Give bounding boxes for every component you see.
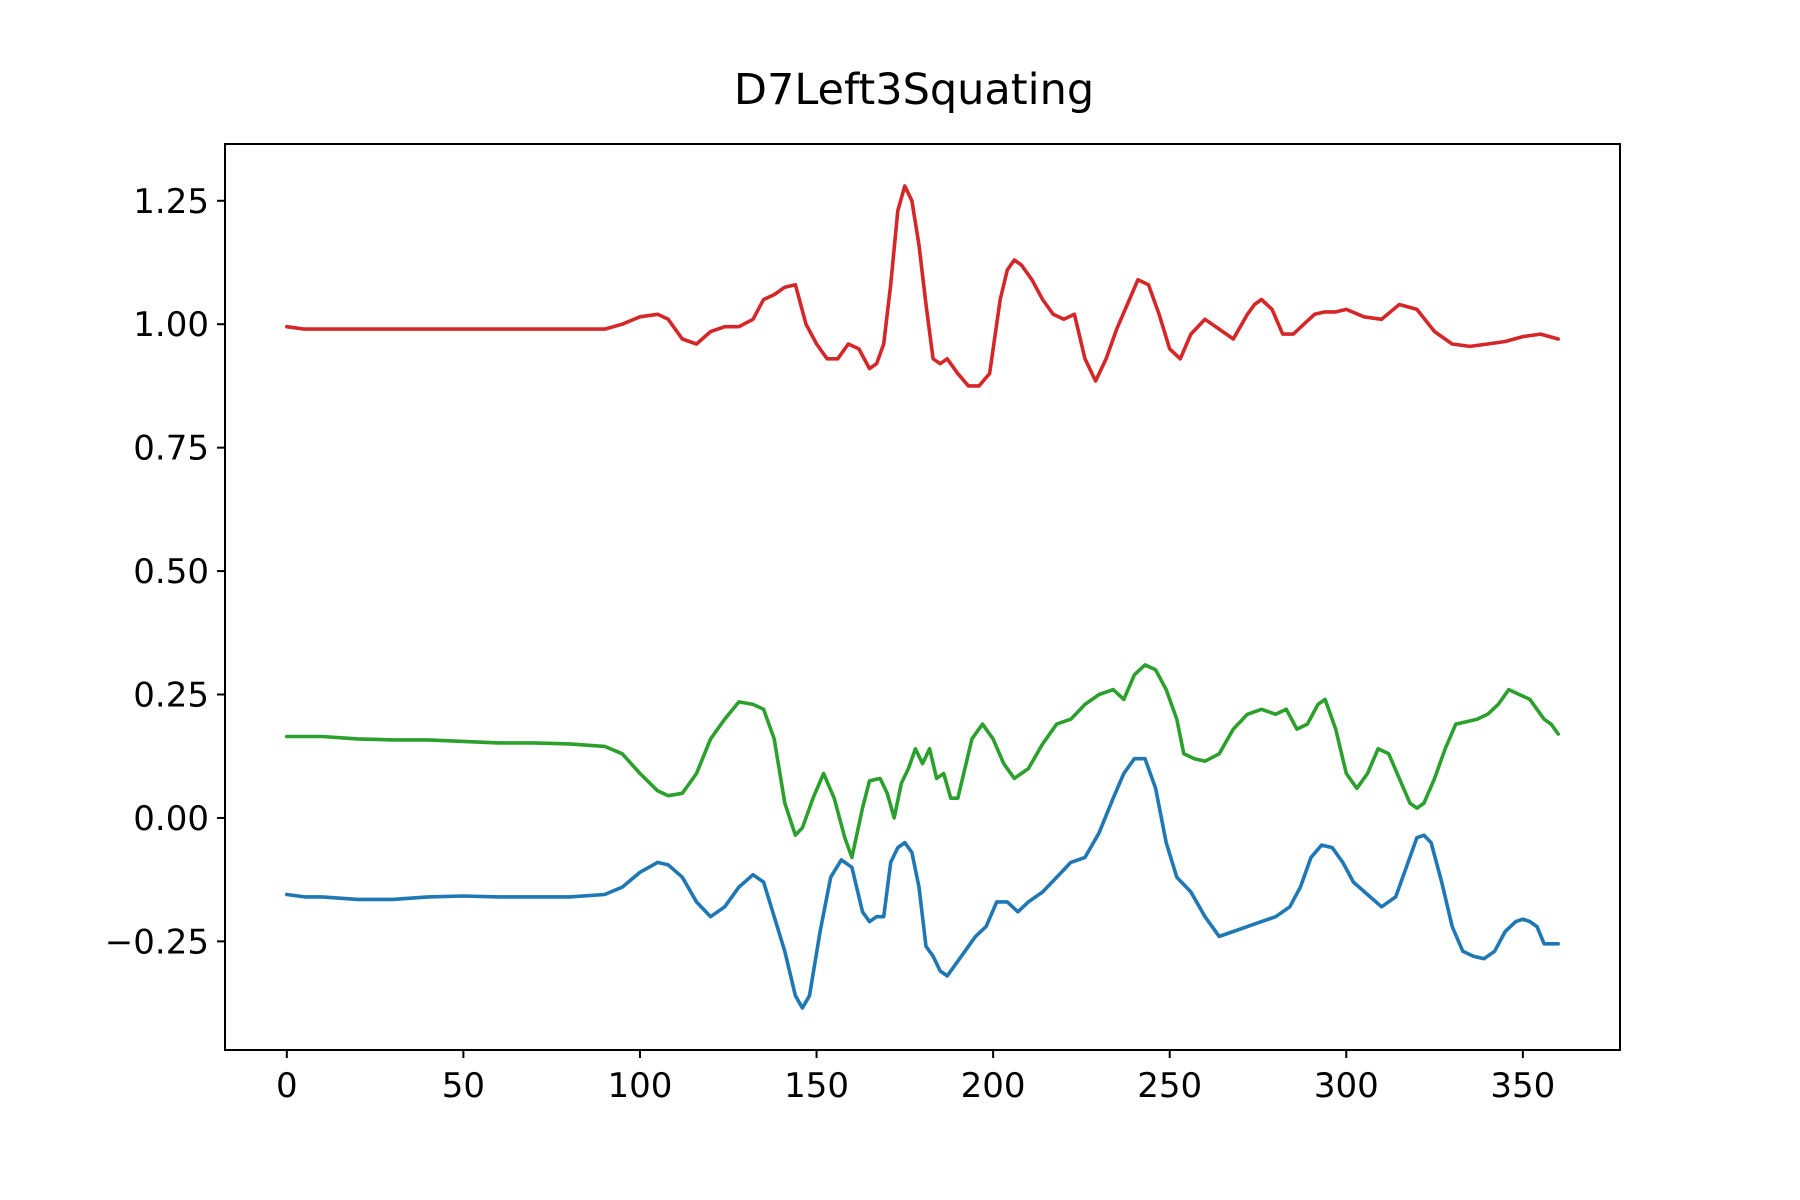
x-tick-label: 100	[608, 1066, 673, 1106]
plot-area-frame	[224, 143, 1621, 1051]
y-tick-label: 1.00	[133, 305, 209, 345]
y-tick-label: 0.50	[133, 552, 209, 592]
x-tick-label: 0	[276, 1066, 298, 1106]
y-tick-label: 0.25	[133, 676, 209, 716]
series-line-2	[285, 663, 1560, 860]
x-tick-label: 200	[961, 1066, 1026, 1106]
y-tick-label: 0.00	[133, 799, 209, 839]
x-tick-label: 350	[1490, 1066, 1555, 1106]
x-tick-label: 50	[442, 1066, 485, 1106]
y-tick-label: 1.25	[133, 182, 209, 222]
y-tick-label: −0.25	[105, 922, 209, 962]
chart-title: D7Left3Squating	[734, 65, 1094, 115]
series-layer	[285, 184, 1560, 1010]
x-tick-label: 300	[1314, 1066, 1379, 1106]
x-axis-ticks: 0 50 100 150 200 250 300 350	[276, 1050, 1555, 1106]
y-tick-label: 0.75	[133, 429, 209, 469]
series-line-1	[285, 756, 1560, 1010]
x-tick-label: 150	[784, 1066, 849, 1106]
series-line-3	[285, 184, 1560, 388]
x-tick-label: 250	[1137, 1066, 1202, 1106]
y-axis-ticks: −0.25 0.00 0.25 0.50 0.75 1.00 1.25	[105, 182, 225, 962]
